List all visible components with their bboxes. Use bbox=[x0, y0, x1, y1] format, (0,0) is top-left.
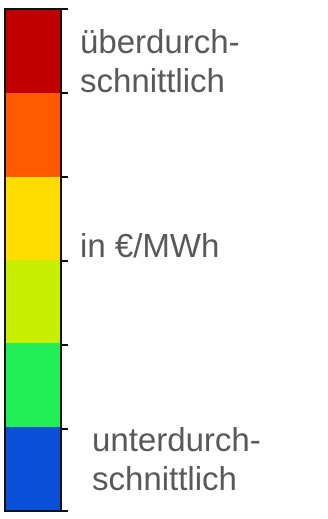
scale-tick bbox=[62, 176, 68, 178]
above-average-label-line-2: schnittlich bbox=[80, 62, 225, 99]
color-band-green bbox=[6, 343, 60, 427]
color-band-blue bbox=[6, 426, 60, 510]
color-scale-bar bbox=[4, 8, 62, 512]
above-average-label: überdurch- schnittlich bbox=[80, 22, 240, 100]
scale-tick bbox=[62, 92, 68, 94]
unit-label: in €/MWh bbox=[80, 227, 220, 264]
scale-tick bbox=[62, 428, 68, 430]
below-average-label-line-2: schnittlich bbox=[92, 460, 237, 497]
color-band-dark-red bbox=[6, 10, 60, 94]
scale-tick bbox=[62, 510, 68, 512]
color-band-lime bbox=[6, 259, 60, 344]
color-band-yellow bbox=[6, 176, 60, 260]
above-average-label-line-1: überdurch- bbox=[80, 23, 240, 60]
color-band-orange bbox=[6, 93, 60, 177]
scale-tick bbox=[62, 260, 68, 262]
below-average-label-line-1: unterdurch- bbox=[92, 421, 261, 458]
below-average-label: unterdurch- schnittlich bbox=[92, 420, 261, 498]
scale-tick bbox=[62, 8, 68, 10]
scale-tick bbox=[62, 344, 68, 346]
